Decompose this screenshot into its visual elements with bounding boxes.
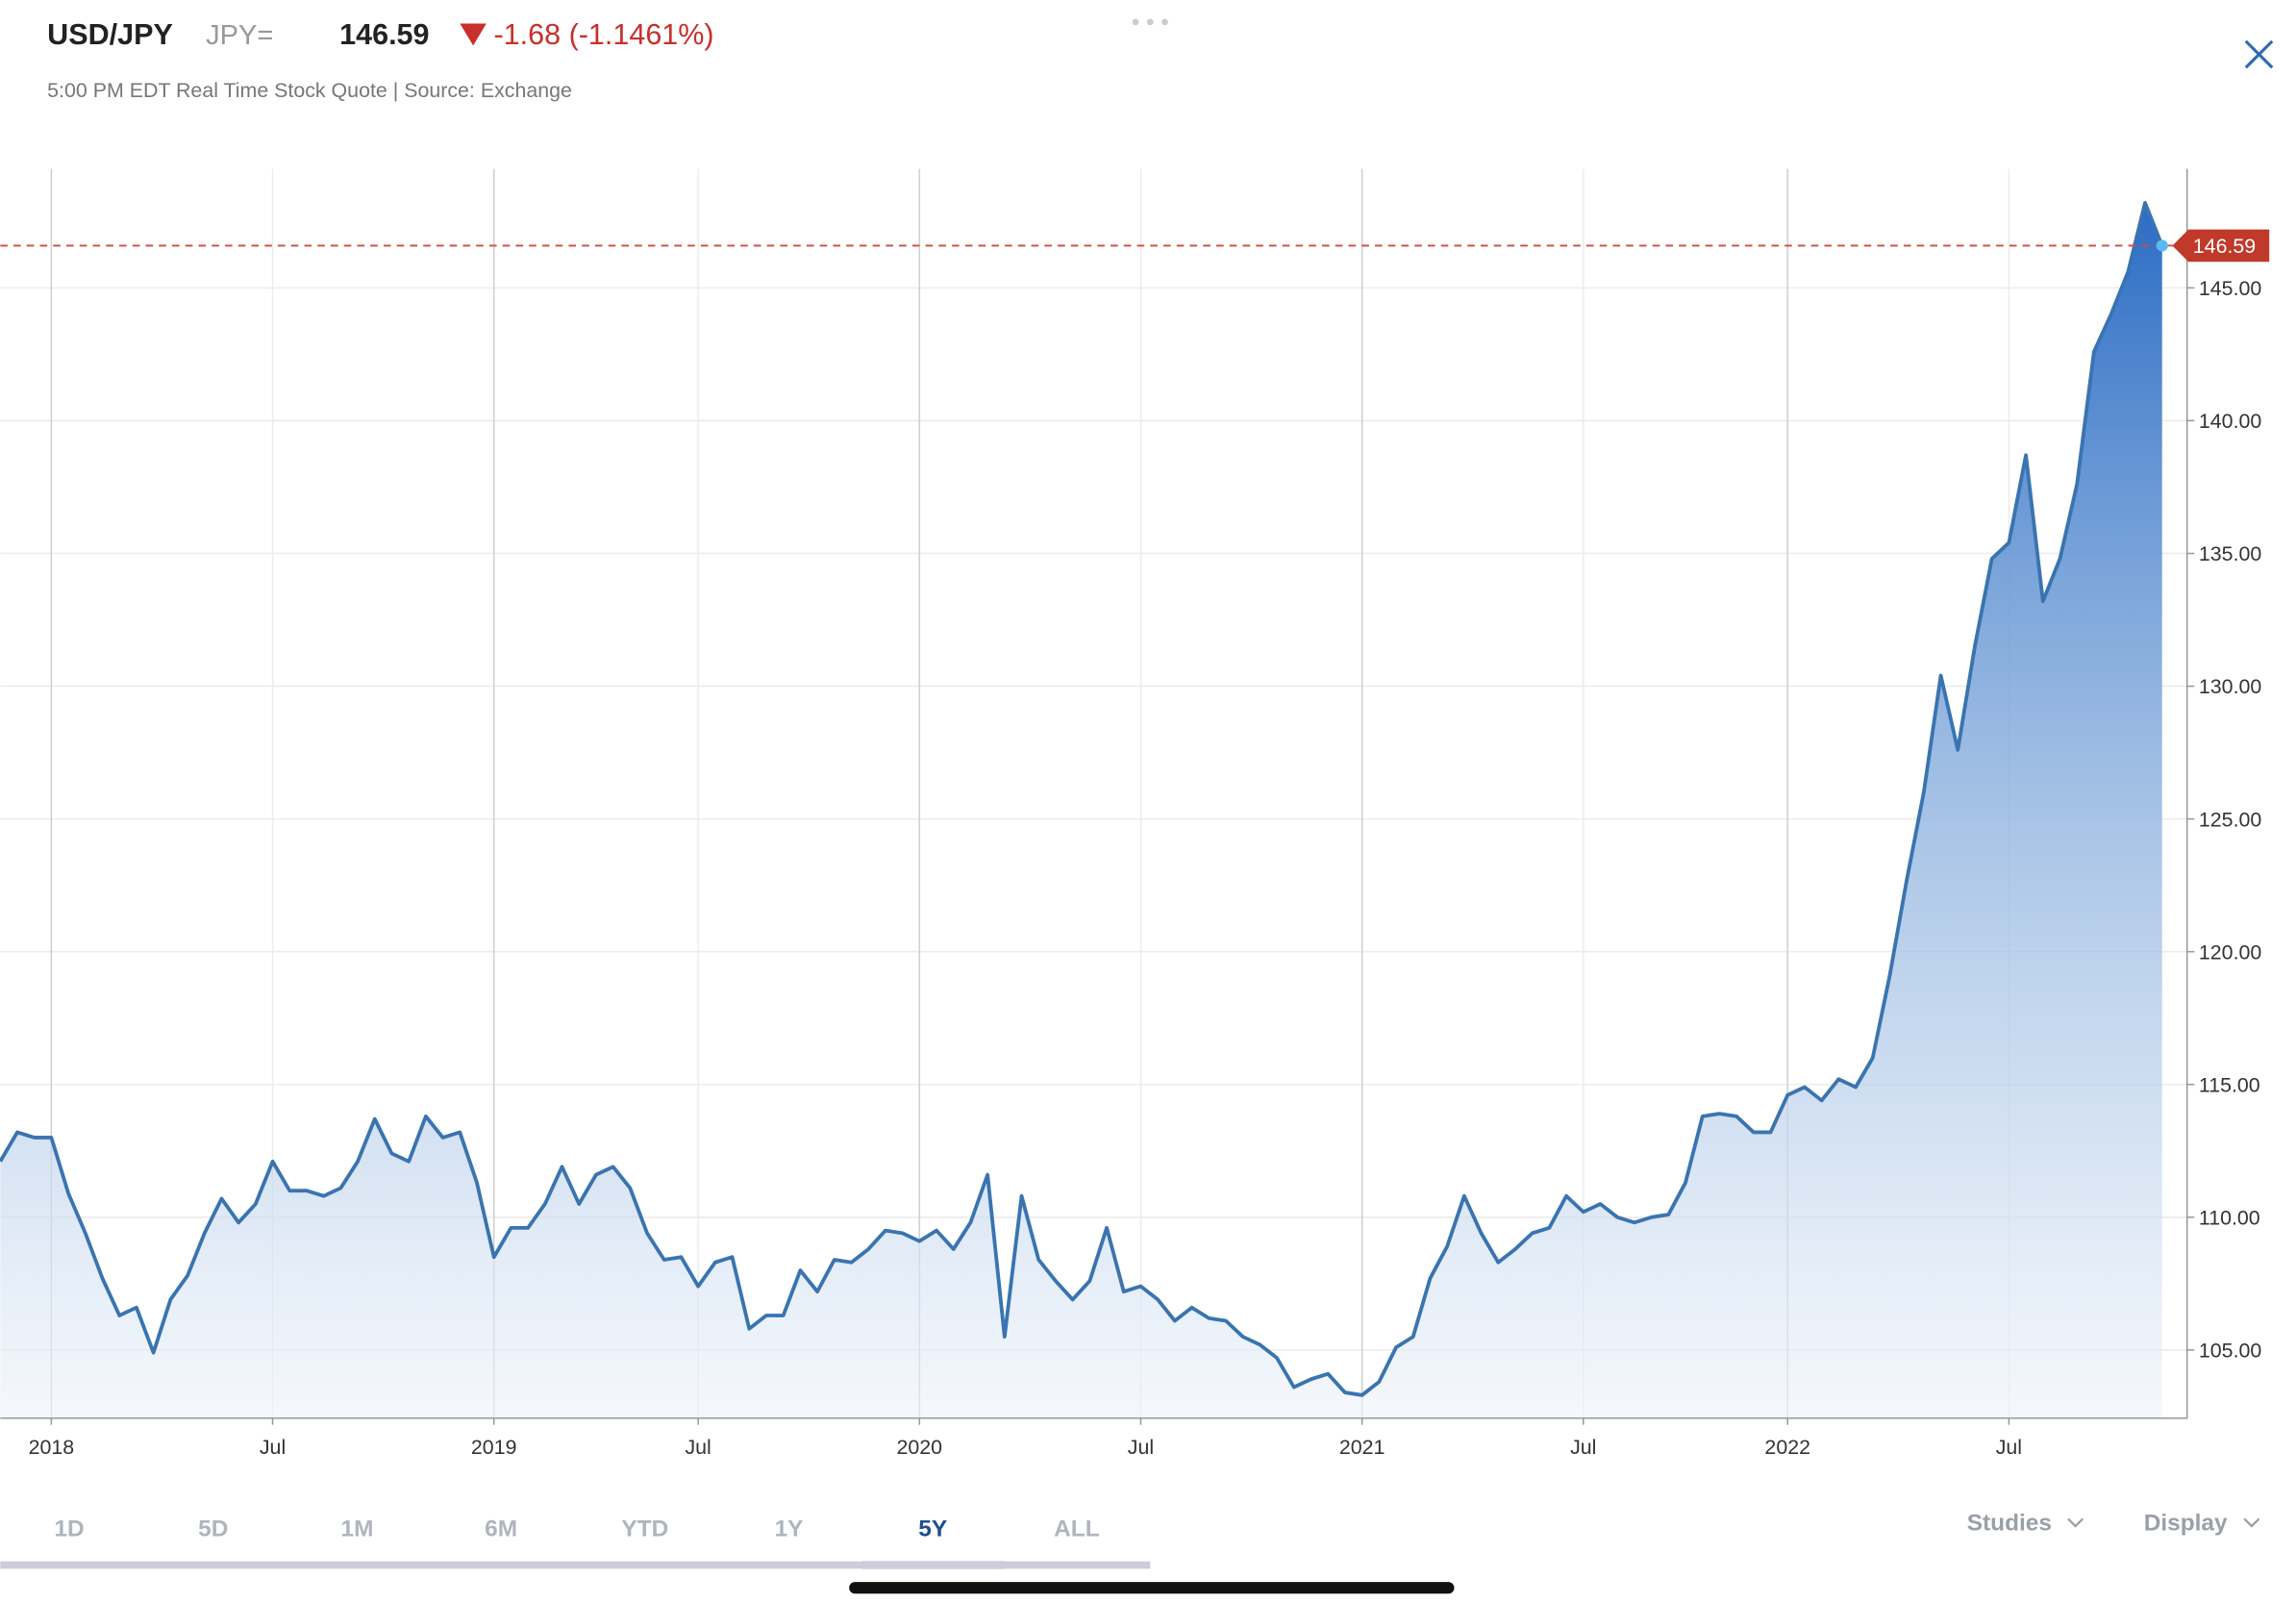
x-tick-label: 2022: [1764, 1436, 1810, 1459]
last-point: [2156, 239, 2168, 252]
y-tick-label: 130.00: [2199, 675, 2261, 698]
plot: [0, 168, 2195, 1425]
y-tick-label: 145.00: [2199, 277, 2261, 300]
range-bar: 1D 5D 1M 6M YTD 1Y 5Y ALL: [54, 1516, 1100, 1569]
range-button[interactable]: YTD: [621, 1516, 668, 1542]
x-tick-label: Jul: [260, 1436, 286, 1459]
area: [0, 203, 2162, 1418]
x-tick-label: 2020: [897, 1436, 943, 1459]
range-button[interactable]: 1M: [340, 1516, 373, 1542]
x-tick-label: Jul: [1128, 1436, 1154, 1459]
y-tick-label: 110.00: [2199, 1206, 2260, 1229]
y-tick-label: 105.00: [2199, 1340, 2261, 1363]
line: [0, 201, 2164, 1397]
range-track: [0, 1561, 1151, 1569]
price: 146.59: [339, 18, 429, 51]
range-button[interactable]: ALL: [1054, 1516, 1100, 1542]
menus: Studies Display: [1967, 1511, 2260, 1537]
menu-chevron: [2243, 1517, 2260, 1528]
range-button[interactable]: 6M: [485, 1516, 517, 1542]
x-tick-label: 2021: [1339, 1436, 1385, 1459]
symbol: USD/JPY: [47, 18, 173, 51]
ric: JPY=: [206, 20, 273, 51]
down-arrow: [460, 23, 487, 46]
price-tag-label: 146.59: [2193, 235, 2256, 258]
y-tick-label: 135.00: [2199, 542, 2261, 565]
close-button[interactable]: [2244, 39, 2274, 69]
range-button[interactable]: 5Y: [918, 1516, 947, 1542]
x-tick-label: Jul: [1996, 1436, 2022, 1459]
subtitle: 5:00 PM EDT Real Time Stock Quote | Sour…: [47, 79, 572, 102]
y-tick-label: 120.00: [2199, 940, 2261, 964]
menu-button[interactable]: Studies: [1967, 1511, 2052, 1537]
change: -1.68 (-1.1461%): [494, 18, 714, 51]
menu-button[interactable]: Display: [2144, 1511, 2228, 1537]
y-tick-label: 125.00: [2199, 808, 2261, 831]
range-button[interactable]: 1Y: [775, 1516, 804, 1542]
drag-handle[interactable]: [1132, 18, 1168, 26]
menu-chevron: [2067, 1517, 2084, 1528]
x-tick-label: 2019: [471, 1436, 517, 1459]
x-tick-label: Jul: [1570, 1436, 1596, 1459]
y-tick-label: 115.00: [2199, 1073, 2260, 1096]
x-tick-label: 2018: [29, 1436, 75, 1459]
range-button[interactable]: 5D: [198, 1516, 228, 1542]
price-tag: [2172, 229, 2270, 263]
home-indicator: [849, 1582, 1455, 1594]
y-tick-label: 140.00: [2199, 410, 2261, 433]
range-button[interactable]: 1D: [54, 1516, 84, 1542]
x-tick-label: Jul: [685, 1436, 711, 1459]
